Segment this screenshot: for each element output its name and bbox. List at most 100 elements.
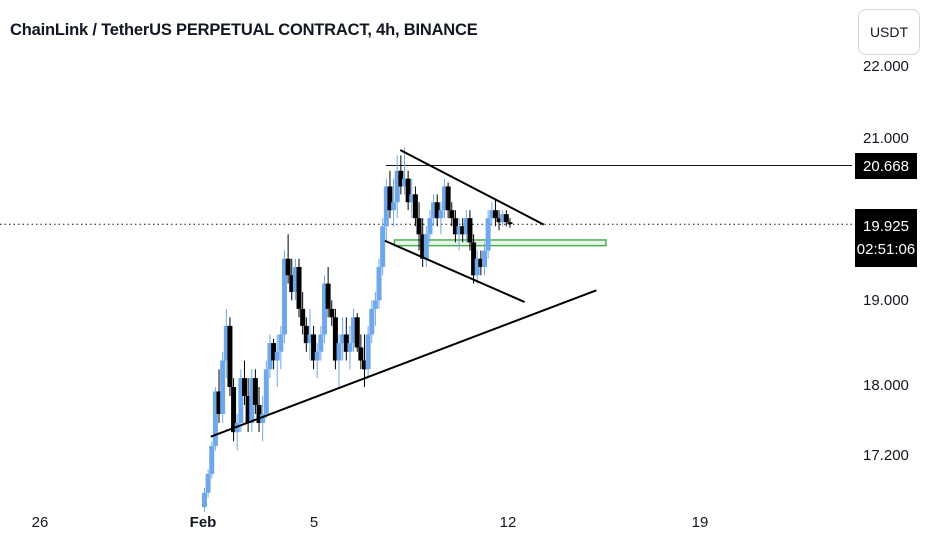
candle-body <box>249 378 255 424</box>
last-price-badge: 19.925 02:51:06 <box>855 209 917 267</box>
candle-body <box>420 234 426 259</box>
candle-body <box>492 210 498 219</box>
candle-body <box>412 194 418 219</box>
candle-body <box>238 378 244 424</box>
candle-body <box>361 360 367 370</box>
candle-body <box>245 395 251 424</box>
price-tick-19: 19.000 <box>863 292 909 309</box>
candle-body <box>387 186 393 211</box>
candle-body <box>456 226 462 235</box>
candle-body <box>314 351 320 361</box>
candle-body <box>201 492 207 508</box>
candle-body <box>467 218 473 243</box>
candle-body <box>209 445 215 474</box>
candle-body <box>220 360 226 414</box>
candle-body <box>489 210 495 219</box>
candle-body <box>216 391 222 414</box>
marked-level-badge: 20.668 <box>855 153 917 179</box>
candle-body <box>303 325 309 344</box>
candle-body <box>369 308 375 335</box>
candle-body <box>416 218 422 235</box>
chart-title: ChainLink / TetherUS PERPETUAL CONTRACT,… <box>10 21 478 39</box>
candle-body <box>263 369 269 414</box>
ascending-support-line <box>210 289 597 438</box>
candle-body <box>423 234 429 259</box>
candle-body <box>398 170 404 187</box>
candle-body <box>449 210 455 219</box>
candle-body <box>507 222 513 225</box>
candle-body <box>340 334 346 344</box>
candle-body <box>431 202 437 219</box>
time-tick-5: 5 <box>309 514 319 531</box>
candle-body <box>285 258 291 276</box>
candle-body <box>354 317 360 348</box>
candle-body <box>231 387 237 433</box>
candle-body <box>296 266 302 309</box>
time-tick-26: 26 <box>31 514 49 531</box>
candle-body <box>372 300 378 309</box>
candle-body <box>281 258 287 335</box>
candle-body <box>241 378 247 396</box>
candle-body <box>260 413 266 424</box>
candle-body <box>343 334 349 352</box>
last-price-value: 19.925 <box>863 218 909 235</box>
currency-button[interactable]: USDT <box>858 9 920 55</box>
candle-body <box>336 343 342 361</box>
candle-body <box>347 343 353 352</box>
candle-body <box>452 218 458 235</box>
channel-upper-line <box>399 149 545 226</box>
candle-body <box>474 258 480 276</box>
price-tick-18: 18.000 <box>863 377 909 394</box>
candle-body <box>332 317 338 361</box>
candle-body <box>391 202 397 211</box>
candle-body <box>212 391 218 446</box>
candle-body <box>205 473 211 493</box>
candle-body <box>311 334 317 361</box>
candle-body <box>383 186 389 227</box>
candle-body <box>365 334 371 370</box>
candle-body <box>463 218 469 235</box>
candle-body <box>409 194 415 203</box>
candle-body <box>274 351 280 361</box>
candle-body <box>434 202 440 219</box>
price-tick-21: 21.000 <box>863 130 909 147</box>
candle-body <box>318 334 324 352</box>
bar-countdown: 02:51:06 <box>856 241 916 258</box>
candle-body <box>271 343 277 361</box>
candle-body <box>267 343 273 370</box>
candle-body <box>496 218 502 223</box>
candle-body <box>223 325 229 361</box>
candle-body <box>401 178 407 187</box>
candle-body <box>252 378 258 405</box>
candle-body <box>329 308 335 318</box>
candle-body <box>292 266 298 292</box>
candle-body <box>227 325 233 387</box>
candle-body <box>471 242 477 276</box>
candle-body <box>481 250 487 267</box>
candle-body <box>376 266 382 301</box>
candle-body <box>441 186 447 211</box>
support-zone-rect <box>393 239 607 247</box>
candle-body <box>460 226 466 235</box>
price-tick-22: 22.000 <box>863 58 909 75</box>
candle-body <box>438 210 444 219</box>
time-tick-12: 12 <box>499 514 517 531</box>
candle-body <box>307 334 313 344</box>
candle-body <box>478 258 484 267</box>
time-tick-19: 19 <box>691 514 709 531</box>
candle-body <box>300 308 306 326</box>
candle-body <box>427 218 433 235</box>
candle-body <box>278 334 284 352</box>
candle-body <box>394 170 400 203</box>
candle-body <box>503 214 509 223</box>
candle-body <box>351 317 357 344</box>
candle-body <box>405 178 411 203</box>
candle-body <box>256 404 262 424</box>
candle-body <box>500 214 506 223</box>
channel-lower-line <box>384 239 525 303</box>
candle-body <box>289 275 295 292</box>
candle-body <box>358 347 364 361</box>
candle-body <box>321 283 327 335</box>
candle-body <box>445 186 451 211</box>
